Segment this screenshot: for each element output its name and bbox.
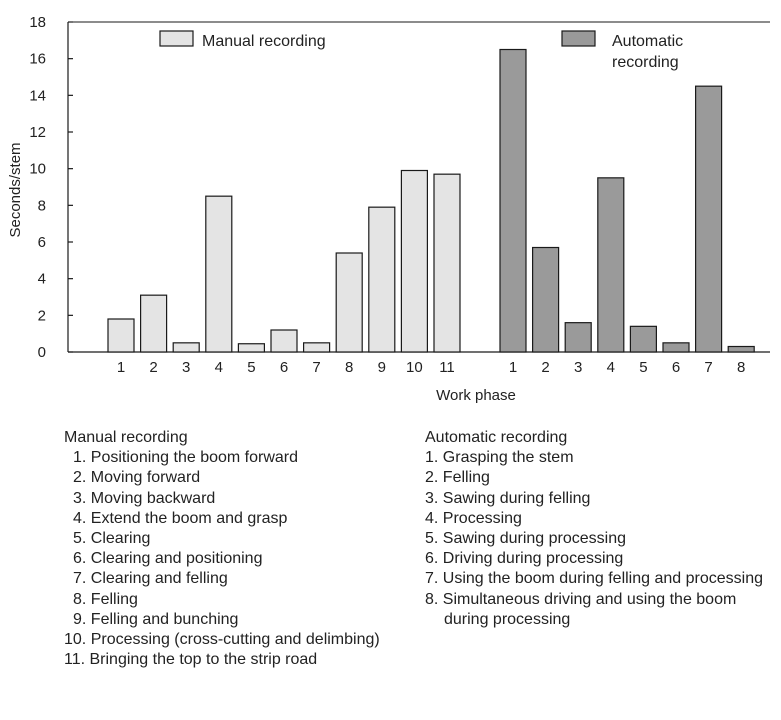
automatic-note-item: 4. Processing [425, 509, 522, 527]
x-tick-label: 1 [509, 359, 517, 376]
automatic-note-item: 2. Felling [425, 469, 490, 487]
x-tick-label: 8 [345, 359, 353, 376]
automatic-bar [531, 246, 560, 353]
x-tick-label: 3 [182, 359, 190, 376]
automatic-note-item: 8. Simultaneous driving and using the bo… [425, 590, 737, 608]
legend-label-manual: Manual recording [202, 33, 326, 50]
y-tick-label: 16 [29, 51, 46, 68]
automatic-bar [564, 322, 592, 353]
automatic-bar [694, 85, 723, 353]
manual-recording-notes: Manual recording 1. Positioning the boom… [64, 428, 380, 670]
automatic-notes-list: 1. Grasping the stem 2. Felling 3. Sawin… [425, 448, 763, 630]
automatic-note-item: 7. Using the boom during felling and pro… [425, 570, 763, 588]
manual-note-item: 10. Processing (cross-cutting and delimb… [64, 631, 380, 649]
automatic-bar [629, 325, 658, 353]
x-tick-label: 9 [378, 359, 386, 376]
x-tick-label: 8 [737, 359, 745, 376]
legend-label-automatic: Automatic [612, 33, 683, 50]
x-tick-label: 2 [541, 359, 549, 376]
manual-note-item: 4. Extend the boom and grasp [73, 509, 288, 527]
manual-bar [270, 329, 298, 353]
manual-bar [400, 169, 428, 353]
manual-note-item: 11. Bringing the top to the strip road [64, 651, 318, 669]
manual-note-item: 9. Felling and bunching [73, 610, 239, 628]
y-axis: 0 2 4 6 8 10 12 14 16 18 [29, 14, 73, 361]
x-tick-label: 1 [117, 359, 125, 376]
x-tick-label: 2 [149, 359, 157, 376]
x-tick-label: 11 [439, 359, 455, 376]
y-tick-label: 8 [38, 197, 46, 214]
y-tick-label: 4 [38, 271, 46, 288]
x-axis-title: Work phase [436, 387, 516, 404]
y-tick-label: 14 [29, 87, 46, 104]
legend: Manual recording Automatic recording [159, 30, 683, 71]
x-tick-label: 6 [672, 359, 680, 376]
manual-bar [433, 173, 461, 353]
y-tick-label: 18 [29, 14, 46, 31]
x-tick-label: 4 [607, 359, 615, 376]
x-tick-label: 5 [639, 359, 647, 376]
automatic-note-item: 3. Sawing during felling [425, 489, 591, 507]
manual-bar [205, 195, 233, 353]
manual-bar [303, 342, 331, 353]
manual-bar [237, 343, 265, 353]
y-tick-label: 12 [29, 124, 46, 141]
automatic-recording-notes: Automatic recording 1. Grasping the stem… [425, 428, 763, 630]
y-tick-label: 10 [29, 161, 46, 178]
x-tick-label: 3 [574, 359, 582, 376]
x-tick-label: 7 [704, 359, 712, 376]
legend-swatch-automatic [561, 30, 596, 47]
automatic-bar [499, 48, 527, 353]
x-tick-label: 4 [215, 359, 223, 376]
manual-note-item: 6. Clearing and positioning [73, 550, 263, 568]
manual-bar [335, 252, 363, 353]
automatic-note-item: 1. Grasping the stem [425, 449, 574, 467]
y-tick-label: 6 [38, 234, 46, 251]
automatic-bar [597, 177, 625, 353]
manual-bar [107, 318, 135, 353]
x-tick-label: 5 [247, 359, 255, 376]
bars [107, 48, 755, 353]
automatic-bar [662, 342, 690, 353]
manual-bar [368, 206, 396, 353]
y-tick-label: 0 [38, 344, 46, 361]
manual-bar [140, 294, 168, 353]
automatic-note-item: 6. Driving during processing [425, 550, 624, 568]
legend-label-automatic: recording [612, 54, 679, 71]
manual-notes-list: 1. Positioning the boom forward 2. Movin… [64, 448, 380, 670]
y-tick-label: 2 [38, 307, 46, 324]
manual-note-item: 5. Clearing [73, 530, 151, 548]
manual-note-item: 2. Moving forward [73, 469, 201, 487]
manual-note-item: 7. Clearing and felling [73, 570, 228, 588]
manual-note-item: 1. Positioning the boom forward [73, 449, 299, 467]
manual-bar [172, 342, 200, 353]
automatic-note-item: 5. Sawing during processing [425, 530, 627, 548]
x-tick-label: 7 [312, 359, 320, 376]
automatic-notes-heading: Automatic recording [425, 429, 568, 446]
x-tick-label: 6 [280, 359, 288, 376]
manual-note-item: 8. Felling [73, 590, 138, 608]
automatic-bar [727, 345, 755, 353]
automatic-note-item: during processing [444, 610, 571, 628]
category-labels: 1 2 3 4 5 6 7 8 9 10 11 1 2 3 4 5 6 7 8 [117, 359, 746, 376]
legend-swatch-manual [159, 30, 194, 47]
x-tick-label: 10 [406, 359, 423, 376]
manual-note-item: 3. Moving backward [73, 489, 216, 507]
manual-notes-heading: Manual recording [64, 429, 188, 446]
y-axis-title: Seconds/stem [7, 142, 24, 237]
